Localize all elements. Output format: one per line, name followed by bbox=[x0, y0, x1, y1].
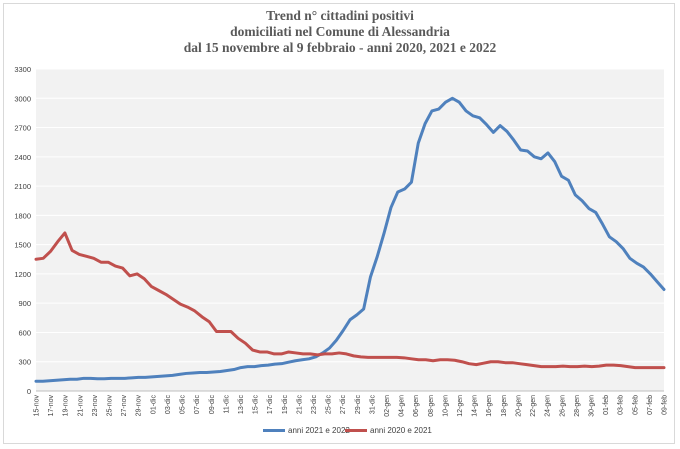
y-tick-label: 2700 bbox=[14, 124, 31, 133]
x-tick-label: 23-dic bbox=[311, 395, 318, 415]
x-tick-label: 10-gen bbox=[442, 395, 449, 417]
y-tick-label: 2400 bbox=[14, 153, 31, 162]
chart-title-line-1: Trend n° cittadini positivi bbox=[266, 8, 414, 23]
y-tick-label: 0 bbox=[27, 387, 31, 396]
x-tick-label: 26-gen bbox=[559, 395, 566, 417]
x-tick-label: 25-nov bbox=[107, 395, 114, 417]
series-line-2021-2022 bbox=[34, 96, 666, 383]
y-tick-label: 900 bbox=[18, 299, 31, 308]
x-tick-label: 04-gen bbox=[399, 395, 406, 417]
plot-area bbox=[36, 69, 664, 391]
y-tick-label: 1500 bbox=[14, 241, 31, 250]
x-tick-label: 13-dic bbox=[238, 395, 245, 415]
x-tick-label: 29-dic bbox=[355, 395, 362, 415]
x-tick-label: 31-dic bbox=[369, 395, 376, 415]
x-tick-label: 23-nov bbox=[92, 395, 99, 417]
x-tick-label: 29-nov bbox=[136, 395, 143, 417]
x-tick-label: 08-gen bbox=[428, 395, 435, 417]
x-tick-label: 11-dic bbox=[223, 395, 230, 414]
y-tick-label: 1200 bbox=[14, 270, 31, 279]
x-tick-label: 20-gen bbox=[515, 395, 522, 417]
x-tick-label: 17-dic bbox=[267, 395, 274, 415]
x-tick-label: 09-dic bbox=[209, 395, 216, 415]
x-tick-label: 22-gen bbox=[530, 395, 537, 417]
x-tick-label: 15-nov bbox=[34, 395, 41, 417]
x-tick-label: 27-dic bbox=[340, 395, 347, 415]
x-tick-label: 05-dic bbox=[180, 395, 187, 415]
chart-title-line-3: dal 15 novembre al 9 febbraio - anni 202… bbox=[183, 40, 497, 55]
y-tick-label: 300 bbox=[18, 358, 31, 367]
chart-title-line-2: domiciliati nel Comune di Alessandria bbox=[230, 24, 450, 39]
x-tick-label: 03-dic bbox=[165, 395, 172, 415]
x-tick-label: 28-gen bbox=[574, 395, 581, 417]
chart-title: Trend n° cittadini positivi domiciliati … bbox=[0, 8, 680, 56]
legend-item-2020-2021: anni 2020 e 2021 bbox=[345, 426, 432, 435]
series-line-2020-2021 bbox=[34, 231, 666, 370]
legend-label-2021-2022: anni 2021 e 2022 bbox=[288, 426, 350, 435]
x-tick-label: 07-dic bbox=[194, 395, 201, 415]
x-tick-label: 07-feb bbox=[647, 395, 654, 415]
y-tick-label: 1800 bbox=[14, 211, 31, 220]
x-tick-label: 02-gen bbox=[384, 395, 391, 417]
x-tick-label: 21-dic bbox=[296, 395, 303, 415]
x-tick-label: 19-nov bbox=[63, 395, 70, 417]
x-tick-label: 06-gen bbox=[413, 395, 420, 417]
x-tick-label: 19-dic bbox=[282, 395, 289, 415]
y-tick-label: 600 bbox=[18, 328, 31, 337]
x-tick-label: 30-gen bbox=[588, 395, 595, 417]
x-tick-label: 12-gen bbox=[457, 395, 464, 417]
y-tick-label: 3000 bbox=[14, 94, 31, 103]
x-tick-label: 03-feb bbox=[618, 395, 625, 415]
y-tick-label: 2100 bbox=[14, 182, 31, 191]
legend-swatch-red bbox=[345, 429, 367, 432]
x-tick-label: 24-gen bbox=[545, 395, 552, 417]
x-tick-label: 01-feb bbox=[603, 395, 610, 415]
x-tick-label: 17-nov bbox=[48, 395, 55, 417]
legend-label-2020-2021: anni 2020 e 2021 bbox=[370, 426, 432, 435]
x-tick-label: 05-feb bbox=[632, 395, 639, 415]
x-tick-label: 09-feb bbox=[662, 395, 669, 415]
x-tick-label: 15-dic bbox=[253, 395, 260, 415]
x-tick-label: 14-gen bbox=[472, 395, 479, 417]
x-tick-label: 21-nov bbox=[77, 395, 84, 417]
legend-swatch-blue bbox=[263, 429, 285, 432]
x-tick-label: 16-gen bbox=[486, 395, 493, 417]
x-tick-label: 25-dic bbox=[326, 395, 333, 415]
x-tick-label: 18-gen bbox=[501, 395, 508, 417]
x-tick-label: 27-nov bbox=[121, 395, 128, 417]
y-tick-label: 3300 bbox=[14, 65, 31, 74]
legend-item-2021-2022: anni 2021 e 2022 bbox=[263, 426, 350, 435]
x-tick-label: 01-dic bbox=[150, 395, 157, 415]
